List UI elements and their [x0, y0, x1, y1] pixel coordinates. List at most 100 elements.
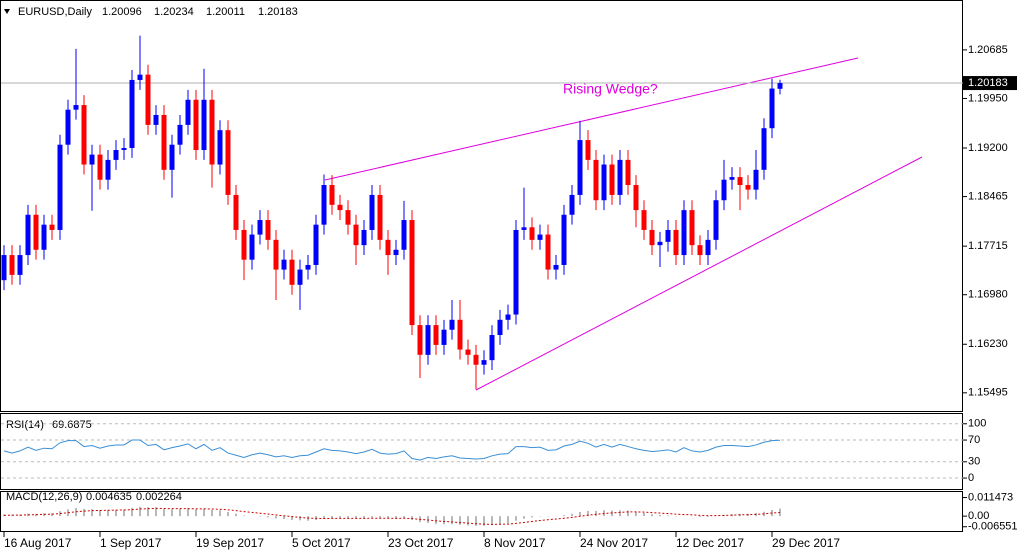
- x-tick-label: 23 Oct 2017: [388, 536, 454, 550]
- candle-body: [57, 144, 63, 230]
- x-tick-label: 8 Nov 2017: [484, 536, 546, 550]
- candle-body: [65, 109, 71, 145]
- candle-body: [657, 241, 663, 246]
- candle-body: [737, 177, 743, 186]
- candle-body: [113, 149, 119, 160]
- candle-body: [105, 159, 111, 180]
- candle-body: [697, 245, 703, 256]
- candle-body: [321, 185, 327, 225]
- candle-body: [665, 229, 671, 242]
- candle-body: [273, 239, 279, 270]
- candle-body: [769, 88, 775, 129]
- y-tick-label: 70: [968, 434, 980, 446]
- candle-body: [521, 227, 527, 230]
- candle-body: [361, 229, 367, 246]
- high-value: 1.20234: [154, 6, 194, 18]
- candle-body: [209, 99, 215, 165]
- candle-body: [777, 83, 783, 89]
- candle-body: [377, 194, 383, 240]
- candle-body: [249, 234, 255, 260]
- x-tick-label: 12 Dec 2017: [676, 536, 744, 550]
- candle-body: [609, 164, 615, 195]
- candle-body: [721, 179, 727, 201]
- candle-body: [297, 269, 303, 285]
- candle-body: [753, 169, 759, 190]
- y-tick-label: 0: [968, 472, 974, 484]
- candle-body: [745, 185, 751, 190]
- candle-body: [489, 335, 495, 361]
- candle-body: [201, 99, 207, 150]
- candle-body: [705, 239, 711, 256]
- candle-body: [217, 130, 223, 165]
- candle-body: [193, 99, 199, 150]
- candle-body: [369, 194, 375, 230]
- candle-body: [233, 194, 239, 230]
- menu-triangle[interactable]: [4, 9, 10, 14]
- candle-body: [593, 159, 599, 201]
- candle-body: [177, 124, 183, 145]
- candle-body: [225, 130, 231, 195]
- candle-body: [289, 259, 295, 285]
- y-tick-label: 30: [968, 456, 980, 468]
- macd-title: MACD(12,26,9): [6, 491, 82, 503]
- candle-body: [281, 259, 287, 270]
- y-tick-label: 1.16980: [968, 289, 1008, 301]
- candle-body: [433, 325, 439, 345]
- open-value: 1.20096: [102, 6, 142, 18]
- candle-body: [41, 224, 47, 250]
- macd-panel: [0, 491, 963, 532]
- candle-body: [441, 329, 447, 345]
- candle-body: [353, 224, 359, 246]
- signal-line: [3, 507, 781, 525]
- candle-body: [313, 224, 319, 265]
- candle-body: [153, 114, 159, 125]
- candle-body: [265, 220, 271, 240]
- y-tick-label: -0.006551: [968, 521, 1018, 533]
- macd-value: 0.004635: [86, 491, 132, 503]
- x-tick-label: 19 Sep 2017: [196, 536, 264, 550]
- candle-body: [497, 319, 503, 336]
- candle-body: [25, 214, 31, 256]
- candle-body: [529, 227, 535, 240]
- candle-body: [713, 200, 719, 240]
- candle-body: [241, 229, 247, 260]
- candle-body: [17, 255, 23, 275]
- candle-body: [345, 210, 351, 225]
- candle-body: [305, 264, 311, 270]
- candle-body: [569, 194, 575, 215]
- rsi-line: [3, 439, 781, 461]
- candle-body: [393, 249, 399, 256]
- candle-body: [401, 220, 407, 250]
- candle-body: [337, 204, 343, 211]
- candle-body: [169, 144, 175, 170]
- candle-body: [161, 114, 167, 170]
- y-tick-label: 0.00: [968, 510, 989, 522]
- annotation: Rising Wedge?: [563, 81, 658, 97]
- close-value: 1.20183: [258, 6, 298, 18]
- candle-body: [257, 220, 263, 235]
- candle-body: [1, 255, 7, 281]
- x-tick-label: 29 Dec 2017: [772, 536, 840, 550]
- y-tick-label: 100: [968, 418, 986, 430]
- candle-body: [129, 79, 135, 149]
- candle-body: [625, 159, 631, 186]
- candle-body: [97, 154, 103, 180]
- candle-body: [473, 354, 479, 365]
- candle-body: [513, 229, 519, 315]
- x-tick-label: 5 Oct 2017: [292, 536, 351, 550]
- signal-value: 0.002264: [136, 491, 182, 503]
- y-tick-label: 1.17715: [968, 240, 1008, 252]
- candle-body: [33, 214, 39, 250]
- candle-body: [673, 229, 679, 256]
- candle-body: [121, 148, 127, 150]
- candle-body: [137, 74, 143, 80]
- y-tick-label: 1.19200: [968, 142, 1008, 154]
- candle-body: [505, 314, 511, 320]
- symbol-title: EURUSD,Daily: [18, 6, 92, 18]
- price-panel: [0, 0, 963, 412]
- candle-body: [545, 234, 551, 270]
- x-tick-label: 1 Sep 2017: [100, 536, 162, 550]
- y-tick-label: 1.18465: [968, 190, 1008, 202]
